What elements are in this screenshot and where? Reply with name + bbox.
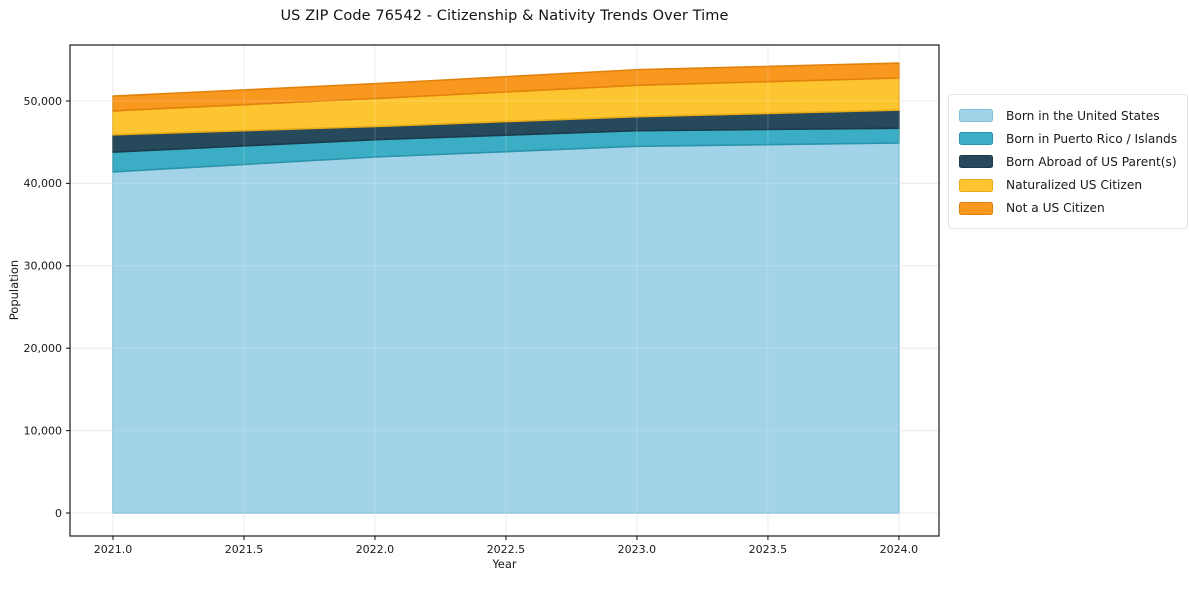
- x-tick-label: 2022.0: [356, 543, 395, 556]
- legend-swatch: [959, 201, 993, 215]
- legend: Born in the United States Born in Puerto …: [948, 94, 1188, 229]
- x-tick-label: 2022.5: [487, 543, 526, 556]
- legend-item: Naturalized US Citizen: [959, 174, 1177, 197]
- plot-border: [69, 44, 940, 537]
- legend-item: Not a US Citizen: [959, 197, 1177, 220]
- legend-label: Born in Puerto Rico / Islands: [1006, 131, 1178, 146]
- legend-swatch: [959, 155, 993, 169]
- legend-item: Born in Puerto Rico / Islands: [959, 127, 1177, 150]
- y-tick-label: 50,000: [24, 95, 63, 108]
- x-tick-label: 2023.0: [618, 543, 657, 556]
- y-tick-label: 40,000: [24, 177, 63, 190]
- legend-label: Not a US Citizen: [1006, 201, 1105, 216]
- x-tick-label: 2024.0: [880, 543, 919, 556]
- legend-swatch: [959, 132, 993, 146]
- legend-swatch: [959, 109, 993, 123]
- x-tick-label: 2021.0: [94, 543, 133, 556]
- y-tick-label: 0: [55, 507, 62, 520]
- x-axis-label: Year: [492, 557, 517, 571]
- legend-label: Naturalized US Citizen: [1006, 178, 1143, 193]
- legend-label: Born Abroad of US Parent(s): [1006, 154, 1177, 169]
- legend-swatch: [959, 178, 993, 192]
- y-tick-label: 20,000: [24, 342, 63, 355]
- y-tick-label: 30,000: [24, 260, 63, 273]
- x-tick-label: 2021.5: [225, 543, 264, 556]
- chart-title: US ZIP Code 76542 - Citizenship & Nativi…: [280, 8, 729, 24]
- x-tick-label: 2023.5: [749, 543, 788, 556]
- legend-item: Born in the United States: [959, 104, 1177, 127]
- y-tick-label: 10,000: [24, 424, 63, 437]
- legend-label: Born in the United States: [1006, 108, 1160, 123]
- area-series: [112, 62, 900, 112]
- y-axis-label: Population: [7, 259, 21, 321]
- legend-item: Born Abroad of US Parent(s): [959, 150, 1177, 173]
